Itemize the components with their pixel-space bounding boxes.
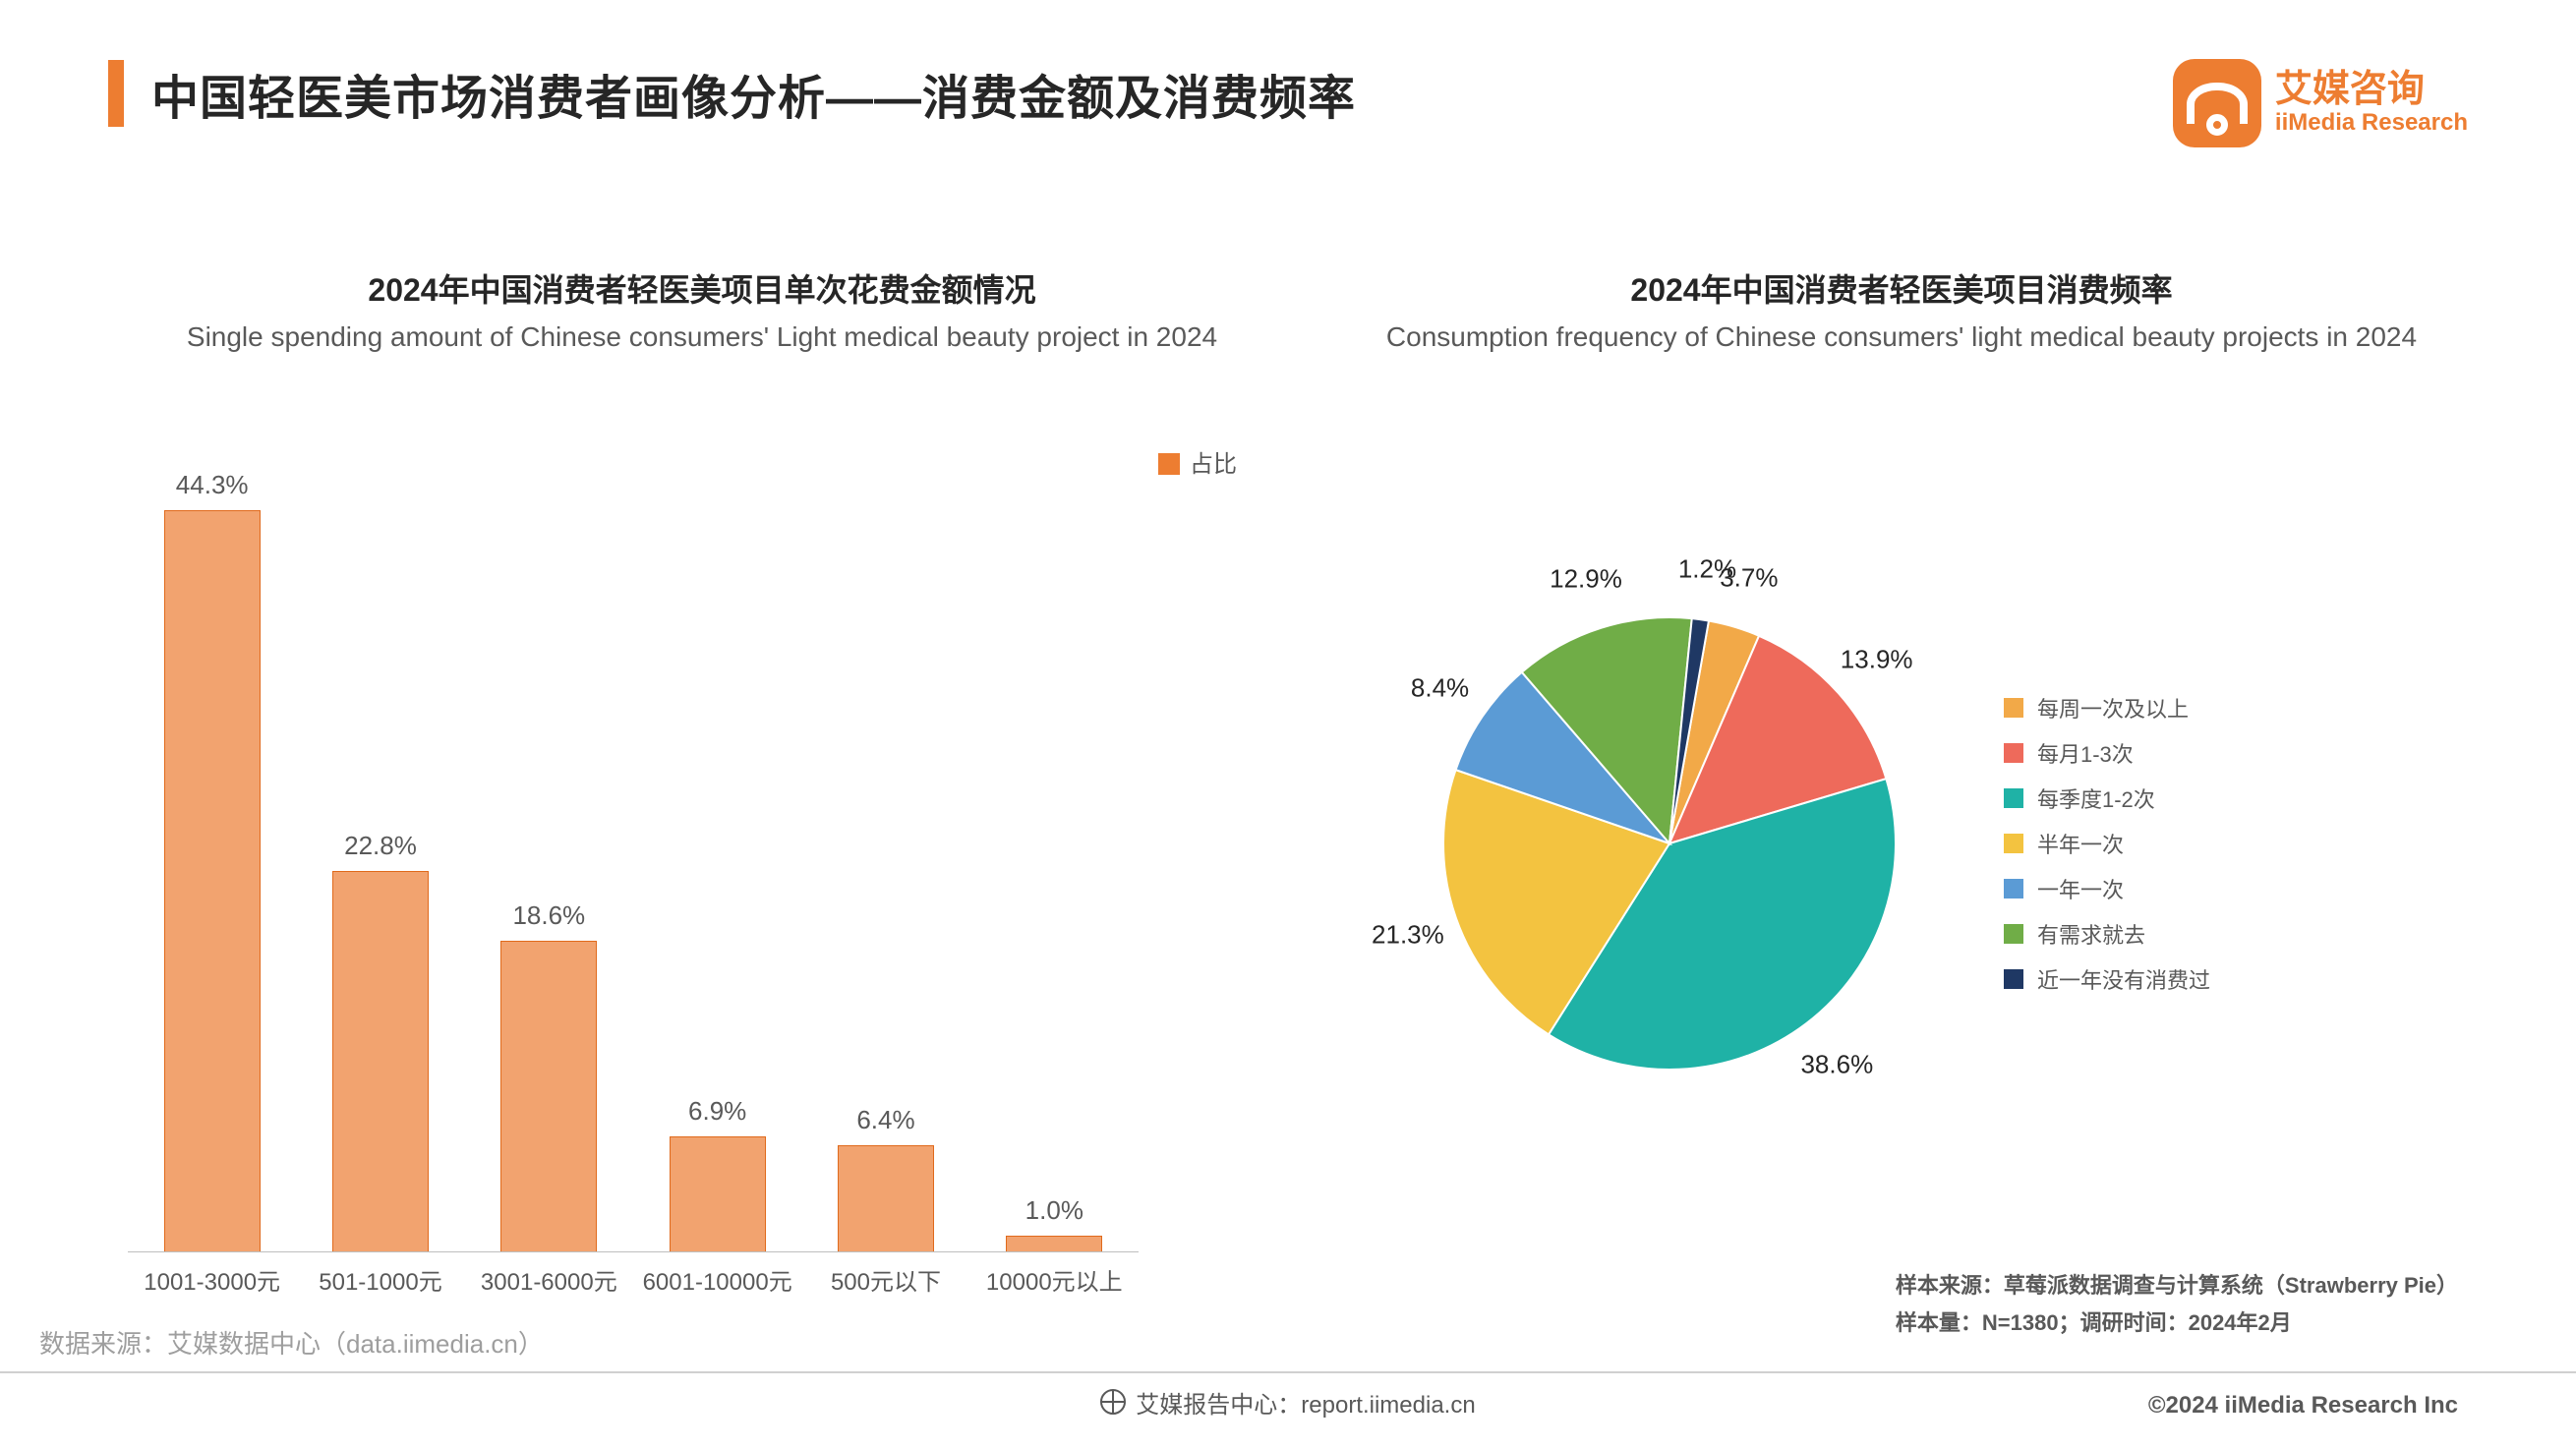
pie-legend: 每周一次及以上每月1-3次每季度1-2次半年一次一年一次有需求就去近一年没有消费… bbox=[2004, 678, 2210, 1009]
bar-axis-tick: 10000元以上 bbox=[970, 1252, 1139, 1311]
title-block: 中国轻医美市场消费者画像分析——消费金额及消费频率 bbox=[108, 59, 1356, 128]
pie-legend-label: 每月1-3次 bbox=[2037, 737, 2134, 769]
footer-bar: 艾媒报告中心：report.iimedia.cn ©2024 iiMedia R… bbox=[0, 1385, 2576, 1420]
bar-column: 6.9% bbox=[633, 415, 801, 1252]
globe-icon bbox=[1100, 1389, 1126, 1415]
pie-slice-label: 21.3% bbox=[1372, 920, 1444, 951]
pie-slice-label: 12.9% bbox=[1550, 564, 1622, 595]
pie-legend-label: 每季度1-2次 bbox=[2037, 782, 2155, 814]
pie-legend-item: 每周一次及以上 bbox=[2004, 692, 2210, 724]
pie-legend-swatch bbox=[2004, 698, 2023, 718]
bar-value-label: 6.4% bbox=[856, 1105, 914, 1135]
bar-axis-tick: 3001-6000元 bbox=[465, 1252, 633, 1311]
bar-rect bbox=[500, 941, 597, 1252]
pie-legend-item: 有需求就去 bbox=[2004, 918, 2210, 950]
pie-slice-label: 8.4% bbox=[1411, 672, 1469, 703]
bar-chart: 44.3%22.8%18.6%6.9%6.4%1.0% 1001-3000元50… bbox=[108, 376, 1296, 1311]
pie-legend-item: 一年一次 bbox=[2004, 873, 2210, 904]
pie-legend-item: 近一年没有消费过 bbox=[2004, 963, 2210, 995]
sample-note: 样本来源：草莓派数据调查与计算系统（Strawberry Pie） 样本量：N=… bbox=[1896, 1267, 2458, 1341]
data-source-note: 数据来源：艾媒数据中心（data.iimedia.cn） bbox=[39, 1324, 544, 1361]
bar-column: 44.3% bbox=[128, 415, 296, 1252]
bar-rect bbox=[838, 1145, 934, 1252]
bar-rect bbox=[332, 871, 429, 1253]
pie-legend-label: 一年一次 bbox=[2037, 873, 2124, 904]
bar-chart-panel: 2024年中国消费者轻医美项目单次花费金额情况 Single spending … bbox=[108, 265, 1335, 1311]
pie-legend-swatch bbox=[2004, 879, 2023, 898]
brand-logo: 艾媒咨询 iiMedia Research bbox=[2173, 59, 2468, 147]
pie-chart-panel: 2024年中国消费者轻医美项目消费频率 Consumption frequenc… bbox=[1335, 265, 2468, 1311]
header: 中国轻医美市场消费者画像分析——消费金额及消费频率 艾媒咨询 iiMedia R… bbox=[108, 59, 2468, 147]
bar-plot-area: 44.3%22.8%18.6%6.9%6.4%1.0% 1001-3000元50… bbox=[108, 376, 1158, 1311]
pie-legend-item: 每季度1-2次 bbox=[2004, 782, 2210, 814]
pie-chart-title-en: Consumption frequency of Chinese consume… bbox=[1335, 317, 2468, 358]
bar-axis-tick: 501-1000元 bbox=[296, 1252, 464, 1311]
bar-legend-swatch bbox=[1158, 453, 1180, 475]
bar-axis-tick: 1001-3000元 bbox=[128, 1252, 296, 1311]
pie-chart: 3.7%13.9%38.6%21.3%8.4%12.9%1.2% 每周一次及以上… bbox=[1335, 376, 2468, 1311]
bar-axis-tick: 6001-10000元 bbox=[633, 1252, 801, 1311]
pie-slice-label: 1.2% bbox=[1678, 553, 1736, 584]
bar-column: 1.0% bbox=[970, 415, 1139, 1252]
pie-slice-label: 13.9% bbox=[1841, 644, 1913, 674]
logo-text-cn: 艾媒咨询 bbox=[2275, 71, 2468, 110]
page-title: 中国轻医美市场消费者画像分析——消费金额及消费频率 bbox=[151, 59, 1356, 128]
bar-rect bbox=[164, 510, 261, 1252]
pie-legend-swatch bbox=[2004, 743, 2023, 763]
sample-source: 样本来源：草莓派数据调查与计算系统（Strawberry Pie） bbox=[1896, 1267, 2458, 1304]
report-center-note: 艾媒报告中心：report.iimedia.cn bbox=[1100, 1385, 1475, 1420]
footer-divider bbox=[0, 1371, 2576, 1373]
pie-legend-swatch bbox=[2004, 924, 2023, 944]
logo-icon bbox=[2173, 59, 2261, 147]
bar-rect bbox=[670, 1136, 766, 1252]
bar-chart-title-cn: 2024年中国消费者轻医美项目单次花费金额情况 bbox=[108, 265, 1296, 311]
pie-legend-item: 半年一次 bbox=[2004, 828, 2210, 859]
pie-legend-label: 每周一次及以上 bbox=[2037, 692, 2189, 724]
bar-column: 22.8% bbox=[296, 415, 464, 1252]
bar-rect bbox=[1006, 1236, 1102, 1252]
bar-chart-title-en: Single spending amount of Chinese consum… bbox=[108, 317, 1296, 358]
bar-value-label: 6.9% bbox=[688, 1096, 746, 1127]
pie-legend-item: 每月1-3次 bbox=[2004, 737, 2210, 769]
charts-region: 2024年中国消费者轻医美项目单次花费金额情况 Single spending … bbox=[108, 265, 2468, 1311]
bar-column: 18.6% bbox=[465, 415, 633, 1252]
pie-chart-title-cn: 2024年中国消费者轻医美项目消费频率 bbox=[1335, 265, 2468, 311]
report-center-text: 艾媒报告中心：report.iimedia.cn bbox=[1136, 1385, 1475, 1420]
bar-column: 6.4% bbox=[801, 415, 969, 1252]
pie-holder: 3.7%13.9%38.6%21.3%8.4%12.9%1.2% bbox=[1394, 568, 1945, 1119]
pie-legend-label: 有需求就去 bbox=[2037, 918, 2145, 950]
pie-legend-swatch bbox=[2004, 969, 2023, 989]
pie-legend-swatch bbox=[2004, 834, 2023, 853]
accent-bar bbox=[108, 60, 124, 127]
bar-value-label: 18.6% bbox=[512, 900, 585, 931]
bar-legend-label: 占比 bbox=[1190, 451, 1237, 478]
pie-slice-label: 38.6% bbox=[1800, 1049, 1873, 1079]
bar-legend: 占比 bbox=[1158, 376, 1296, 1311]
logo-text-en: iiMedia Research bbox=[2275, 110, 2468, 135]
pie-legend-label: 半年一次 bbox=[2037, 828, 2124, 859]
pie-legend-label: 近一年没有消费过 bbox=[2037, 963, 2210, 995]
copyright-note: ©2024 iiMedia Research Inc bbox=[2148, 1392, 2458, 1420]
pie-legend-swatch bbox=[2004, 788, 2023, 808]
bar-value-label: 44.3% bbox=[176, 470, 249, 500]
sample-size: 样本量：N=1380；调研时间：2024年2月 bbox=[1896, 1304, 2458, 1341]
bar-value-label: 1.0% bbox=[1025, 1195, 1083, 1226]
bar-value-label: 22.8% bbox=[344, 831, 417, 861]
bar-axis-tick: 500元以下 bbox=[801, 1252, 969, 1311]
